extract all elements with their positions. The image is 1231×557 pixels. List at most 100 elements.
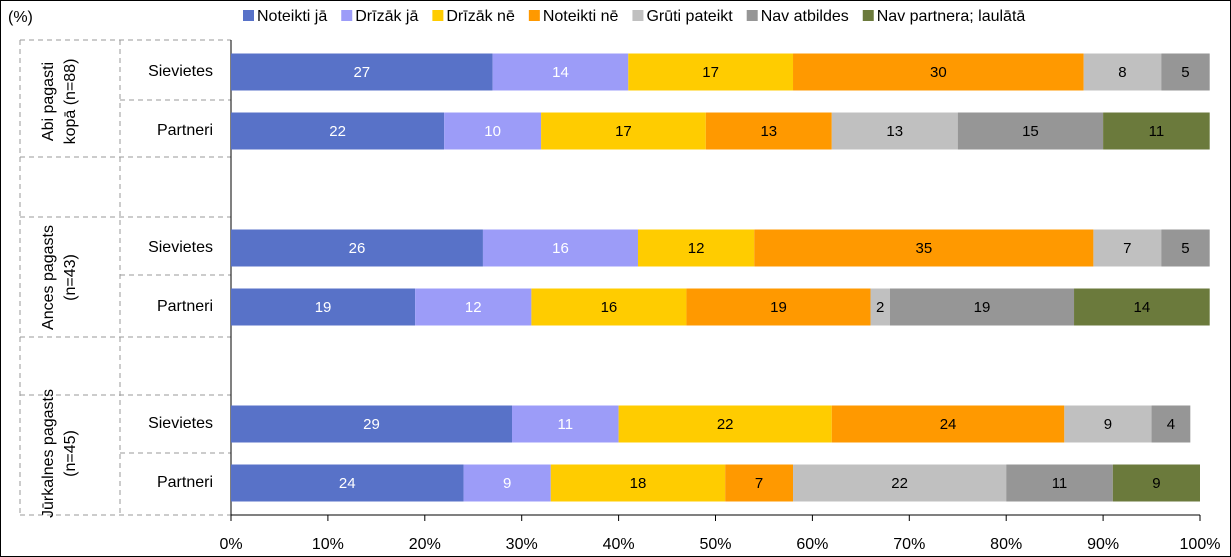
bar-segment xyxy=(512,405,619,443)
bar-segment xyxy=(831,405,1065,443)
group-label: kopā (n=88) xyxy=(62,59,79,145)
x-tick-label: 30% xyxy=(506,536,538,553)
legend-swatch xyxy=(746,10,758,21)
data-label: 12 xyxy=(465,299,482,316)
bar-segment xyxy=(531,288,687,326)
bar-segment xyxy=(1161,53,1210,91)
data-label: 5 xyxy=(1181,64,1189,81)
bar-segment xyxy=(482,229,638,267)
bar-segment xyxy=(705,112,832,150)
group-label: Jūrkalnes pagasts xyxy=(40,389,57,518)
row-label: Partneri xyxy=(157,122,213,139)
bar-segment xyxy=(550,464,726,502)
data-label: 9 xyxy=(1104,416,1112,433)
bar-segment xyxy=(870,288,890,326)
data-label: 4 xyxy=(1167,416,1175,433)
bar-segment xyxy=(628,53,794,91)
x-tick-label: 0% xyxy=(219,536,242,553)
bar-segment xyxy=(492,53,629,91)
data-label: 15 xyxy=(1022,123,1039,140)
legend-label: Noteikti jā xyxy=(257,8,327,25)
bar-segment xyxy=(1093,229,1162,267)
data-label: 18 xyxy=(630,475,647,492)
row-label: Partneri xyxy=(157,474,213,491)
bar-segment xyxy=(637,229,755,267)
bar-segment xyxy=(1064,405,1152,443)
x-tick-label: 100% xyxy=(1180,536,1221,553)
data-label: 13 xyxy=(760,123,777,140)
x-tick-label: 10% xyxy=(312,536,344,553)
data-label: 24 xyxy=(940,416,957,433)
x-tick-label: 80% xyxy=(990,536,1022,553)
bar-segment xyxy=(1006,464,1113,502)
row-label: Partneri xyxy=(157,298,213,315)
bar-segment xyxy=(1103,112,1210,150)
bar-segment xyxy=(1074,288,1210,326)
row-label: Sievietes xyxy=(148,239,213,256)
bar-segment xyxy=(725,464,794,502)
bar-segment xyxy=(831,112,958,150)
data-label: 29 xyxy=(363,416,380,433)
bar-segment xyxy=(618,405,832,443)
bar-segment xyxy=(793,464,1007,502)
legend-label: Nav atbildes xyxy=(761,8,849,25)
data-label: 17 xyxy=(702,64,719,81)
x-tick-label: 20% xyxy=(409,536,441,553)
bar-segment xyxy=(686,288,871,326)
bar-segment xyxy=(1112,464,1200,502)
bar-segment xyxy=(444,112,542,150)
data-label: 16 xyxy=(552,240,569,257)
data-label: 7 xyxy=(1123,240,1131,257)
x-tick-label: 90% xyxy=(1087,536,1119,553)
bar-segment xyxy=(889,288,1075,326)
data-label: 35 xyxy=(915,240,932,257)
data-label: 30 xyxy=(930,64,947,81)
data-label: 9 xyxy=(503,475,511,492)
data-label: 26 xyxy=(349,240,366,257)
data-label: 9 xyxy=(1152,475,1160,492)
row-label: Sievietes xyxy=(148,415,213,432)
data-label: 10 xyxy=(484,123,501,140)
legend-label: Grūti pateikt xyxy=(646,8,733,25)
legend-label: Drīzāk nē xyxy=(446,8,515,25)
data-label: 22 xyxy=(717,416,734,433)
data-label: 27 xyxy=(353,64,370,81)
bar-segment xyxy=(231,112,445,150)
legend-swatch xyxy=(243,10,254,21)
bar-segment xyxy=(1161,229,1210,267)
data-label: 13 xyxy=(886,123,903,140)
bar-segment xyxy=(754,229,1094,267)
legend-swatch xyxy=(432,10,444,21)
data-label: 11 xyxy=(1052,475,1068,492)
legend-swatch xyxy=(632,10,644,21)
bar-segment xyxy=(463,464,551,502)
legend-swatch xyxy=(528,10,540,21)
data-label: 14 xyxy=(1134,299,1151,316)
data-label: 7 xyxy=(755,475,763,492)
data-label: 24 xyxy=(339,475,356,492)
bar-segment xyxy=(231,288,416,326)
x-tick-label: 50% xyxy=(699,536,731,553)
bar-segment xyxy=(793,53,1084,91)
x-tick-label: 40% xyxy=(603,536,635,553)
data-label: 5 xyxy=(1181,240,1189,257)
group-label: Abi pagasti xyxy=(40,62,57,141)
group-label: (n=45) xyxy=(62,430,79,477)
legend-swatch xyxy=(862,10,874,21)
data-label: 2 xyxy=(876,299,884,316)
data-label: 12 xyxy=(688,240,705,257)
group-label: Ances pagasts xyxy=(40,225,57,330)
legend-swatch xyxy=(341,10,353,21)
data-label: 19 xyxy=(770,299,787,316)
data-label: 22 xyxy=(891,475,908,492)
data-label: 16 xyxy=(601,299,618,316)
data-label: 11 xyxy=(558,416,574,433)
data-label: 11 xyxy=(1149,123,1165,140)
bar-segment xyxy=(1083,53,1162,91)
bar-segment xyxy=(415,288,532,326)
row-label: Sievietes xyxy=(148,63,213,80)
data-label: 8 xyxy=(1118,64,1126,81)
legend-label: Nav partnera; laulātā xyxy=(877,8,1026,25)
bar-segment xyxy=(231,464,464,502)
